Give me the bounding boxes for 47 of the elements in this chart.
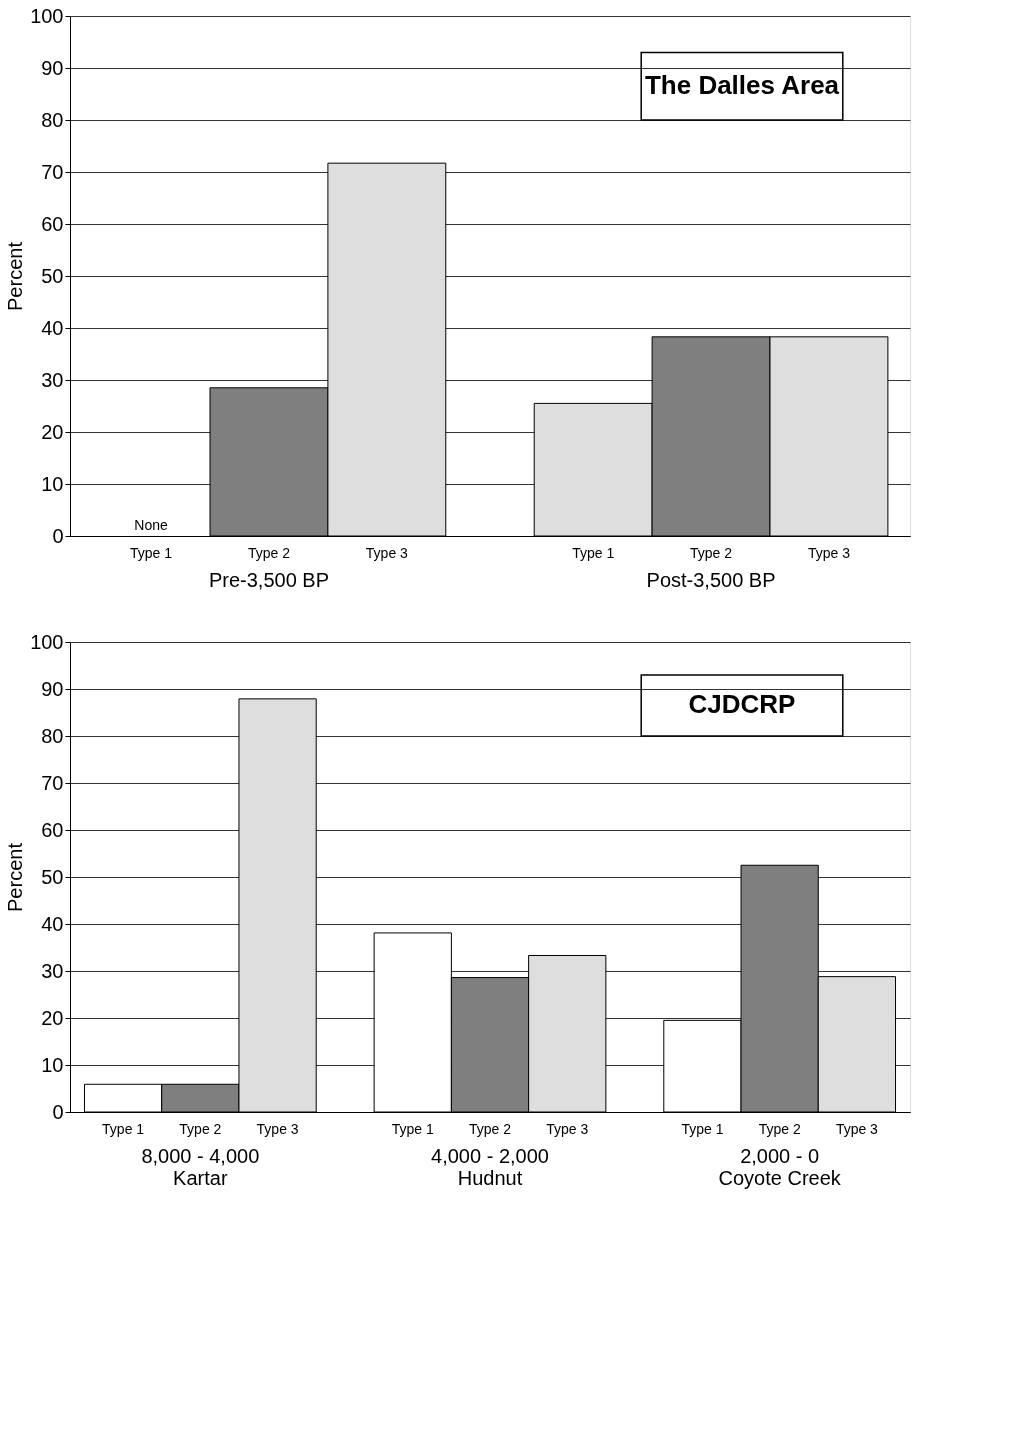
y-tick-label: 70 <box>41 771 64 794</box>
y-tick-label: 90 <box>41 677 64 700</box>
y-tick-label: 80 <box>41 724 64 747</box>
y-tick-label: 30 <box>41 368 64 391</box>
text: Type 2 <box>468 1121 512 1137</box>
series-label: Type 3 <box>256 1121 299 1137</box>
y-tick-label: 10 <box>41 1053 64 1076</box>
x-tick-label: 4,000 - 2,000 Hudnut <box>431 1144 549 1189</box>
x-tick-label: Post-3,500 BP <box>646 568 776 591</box>
y-tick-label: 90 <box>41 56 64 79</box>
y-tick-label: 20 <box>41 1006 64 1029</box>
text: Type 1 <box>391 1121 434 1137</box>
y-tick-label: 50 <box>41 264 64 287</box>
y-tick-label: 100 <box>30 630 64 653</box>
text: Type 2 <box>690 545 733 561</box>
series-label: Type 2 <box>247 545 291 561</box>
y-tick-label: 40 <box>41 912 64 935</box>
y-tick-label: 30 <box>41 959 64 982</box>
x-tick-label: Pre-3,500 BP <box>208 568 329 591</box>
y-tick-label: 0 <box>52 524 64 547</box>
y-tick-label: 20 <box>41 420 64 443</box>
y-tick-label: 0 <box>52 1100 64 1123</box>
x-tick-label: 2,000 - 0 Coyote Creek <box>718 1144 842 1189</box>
y-axis-title: Percent <box>4 241 27 311</box>
y-tick-label: 10 <box>41 472 64 495</box>
text: The Dalles Area <box>644 70 840 101</box>
y-axis-title: Percent <box>4 842 27 912</box>
text: Type 1 <box>130 545 173 561</box>
x-tick-label: 8,000 - 4,000 Kartar <box>141 1144 260 1189</box>
y-tick-label: 60 <box>41 818 64 841</box>
series-label: Type 3 <box>365 545 409 561</box>
y-tick-label: 60 <box>41 212 64 235</box>
text: Type 1 <box>681 1121 724 1137</box>
annotation: None <box>134 517 168 533</box>
text: Type 3 <box>546 1121 589 1137</box>
series-label: Type 1 <box>102 1121 145 1137</box>
y-tick-label: 70 <box>41 160 64 183</box>
y-tick-label: 40 <box>41 316 64 339</box>
text: CJDCRP <box>688 689 796 720</box>
y-tick-label: 50 <box>41 865 64 888</box>
series-label: Type 1 <box>572 545 615 561</box>
text: Type 3 <box>807 545 850 561</box>
y-tick-label: 100 <box>30 4 64 27</box>
y-tick-label: 80 <box>41 108 64 131</box>
text: Type 3 <box>835 1121 878 1137</box>
text: Type 2 <box>758 1121 801 1137</box>
series-label: Type 2 <box>179 1121 222 1137</box>
